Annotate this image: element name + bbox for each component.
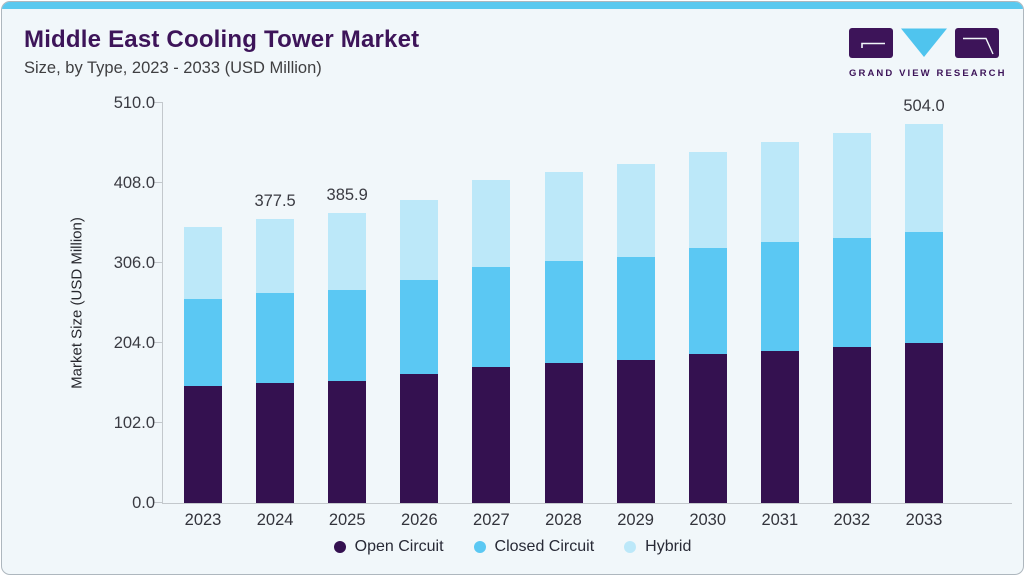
- y-axis-tick-label: 102.0: [113, 414, 155, 432]
- bar-segment-hybrid: [544, 171, 583, 262]
- bar-segment-closed-circuit: [616, 256, 655, 360]
- x-axis-label-2033: 2033: [905, 511, 943, 529]
- bar-segment-closed-circuit: [760, 242, 799, 351]
- chart-legend: Open Circuit Closed Circuit Hybrid: [2, 538, 1023, 556]
- legend-dot-icon: [624, 541, 637, 553]
- bar-2032: [832, 133, 871, 503]
- bar-segment-hybrid: [832, 133, 871, 238]
- y-axis-tick-label: 408.0: [113, 174, 155, 192]
- y-axis-tick: [154, 341, 162, 343]
- bar-segment-open-circuit: [832, 346, 871, 503]
- legend-label: Hybrid: [645, 538, 692, 555]
- legend-item-closed-circuit: Closed Circuit: [473, 538, 595, 556]
- page-subtitle: Size, by Type, 2023 - 2033 (USD Million): [24, 59, 322, 77]
- accent-stripe: [2, 2, 1023, 9]
- logo-wordmark: GRAND VIEW RESEARCH: [849, 68, 1007, 79]
- y-axis-tick: [154, 101, 162, 103]
- x-axis-label-2032: 2032: [833, 511, 871, 529]
- chart-header: Middle East Cooling Tower Market Size, b…: [24, 26, 419, 78]
- bar-segment-closed-circuit: [328, 289, 367, 381]
- bar-segment-open-circuit: [905, 342, 943, 503]
- bar-segment-open-circuit: [184, 385, 222, 503]
- legend-dot-icon: [333, 541, 346, 553]
- bar-segment-open-circuit: [256, 382, 295, 503]
- legend-item-open-circuit: Open Circuit: [333, 538, 444, 556]
- x-axis-label-2024: 2024: [256, 511, 294, 529]
- bar-segment-open-circuit: [616, 359, 655, 503]
- bar-segment-closed-circuit: [184, 299, 222, 386]
- y-axis-tick-label: 0.0: [132, 494, 155, 512]
- bar-segment-hybrid: [256, 219, 295, 293]
- x-axis-label-2028: 2028: [545, 511, 582, 529]
- bar-segment-hybrid: [328, 212, 367, 290]
- bar-segment-hybrid: [400, 199, 439, 281]
- bar-total-label-2025: 385.9: [326, 185, 368, 204]
- bar-segment-open-circuit: [688, 354, 727, 503]
- bar-segment-closed-circuit: [472, 267, 511, 367]
- bar-segment-hybrid: [184, 226, 222, 300]
- bar-segment-hybrid: [472, 180, 511, 268]
- x-axis-label-2031: 2031: [761, 511, 799, 529]
- gvr-logo-icon: [849, 28, 999, 58]
- bar-segment-closed-circuit: [400, 280, 439, 375]
- y-axis-tick-label: 306.0: [113, 254, 155, 272]
- bar-2025: [328, 212, 367, 503]
- y-axis-title: Market Size (USD Million): [68, 216, 86, 389]
- grand-view-research-logo: GRAND VIEW RESEARCH: [849, 28, 1007, 79]
- page-title: Middle East Cooling Tower Market: [24, 26, 420, 53]
- bar-2031: [760, 141, 799, 503]
- bar-2030: [688, 151, 727, 503]
- bar-segment-closed-circuit: [905, 231, 943, 343]
- x-axis-label-2029: 2029: [617, 511, 654, 529]
- bar-total-label-2024: 377.5: [254, 192, 296, 211]
- x-axis-label-2025: 2025: [328, 511, 366, 529]
- bar-2023: [184, 226, 222, 503]
- bar-2027: [472, 180, 511, 503]
- y-axis-tick: [154, 421, 162, 423]
- x-axis-line: [162, 502, 1012, 504]
- bar-segment-hybrid: [760, 141, 799, 243]
- bar-segment-open-circuit: [760, 350, 799, 503]
- bar-segment-hybrid: [688, 151, 727, 249]
- bar-segment-closed-circuit: [832, 237, 871, 347]
- bar-segment-open-circuit: [544, 362, 583, 503]
- legend-item-hybrid: Hybrid: [624, 538, 691, 556]
- x-axis-label-2026: 2026: [400, 511, 438, 529]
- bar-segment-hybrid: [905, 124, 943, 232]
- bar-2033: [905, 124, 943, 503]
- legend-dot-icon: [473, 541, 486, 553]
- bar-2024: [256, 219, 295, 503]
- x-axis-label-2023: 2023: [184, 511, 222, 529]
- bar-2028: [544, 171, 583, 503]
- y-axis-tick-label: 510.0: [113, 94, 155, 112]
- bar-segment-hybrid: [616, 163, 655, 257]
- y-axis-tick-label: 204.0: [113, 334, 155, 352]
- y-axis-tick: [154, 261, 162, 263]
- bar-segment-open-circuit: [328, 380, 367, 503]
- bar-2029: [616, 163, 655, 503]
- bar-segment-open-circuit: [400, 374, 439, 503]
- bar-2026: [400, 199, 439, 503]
- bar-segment-open-circuit: [472, 366, 511, 503]
- legend-label: Closed Circuit: [494, 538, 595, 555]
- bar-segment-closed-circuit: [256, 292, 295, 383]
- bar-total-label-2033: 504.0: [903, 97, 945, 115]
- y-axis-tick: [154, 181, 162, 183]
- legend-label: Open Circuit: [354, 538, 444, 555]
- bar-segment-closed-circuit: [544, 261, 583, 363]
- bar-segment-closed-circuit: [688, 248, 727, 355]
- stacked-bar-chart: Market Size (USD Million) 0.0 102.0 204.0 3…: [69, 94, 1012, 529]
- x-axis-label-2030: 2030: [689, 511, 727, 529]
- y-axis-tick: [154, 501, 162, 503]
- x-axis-label-2027: 2027: [473, 511, 510, 529]
